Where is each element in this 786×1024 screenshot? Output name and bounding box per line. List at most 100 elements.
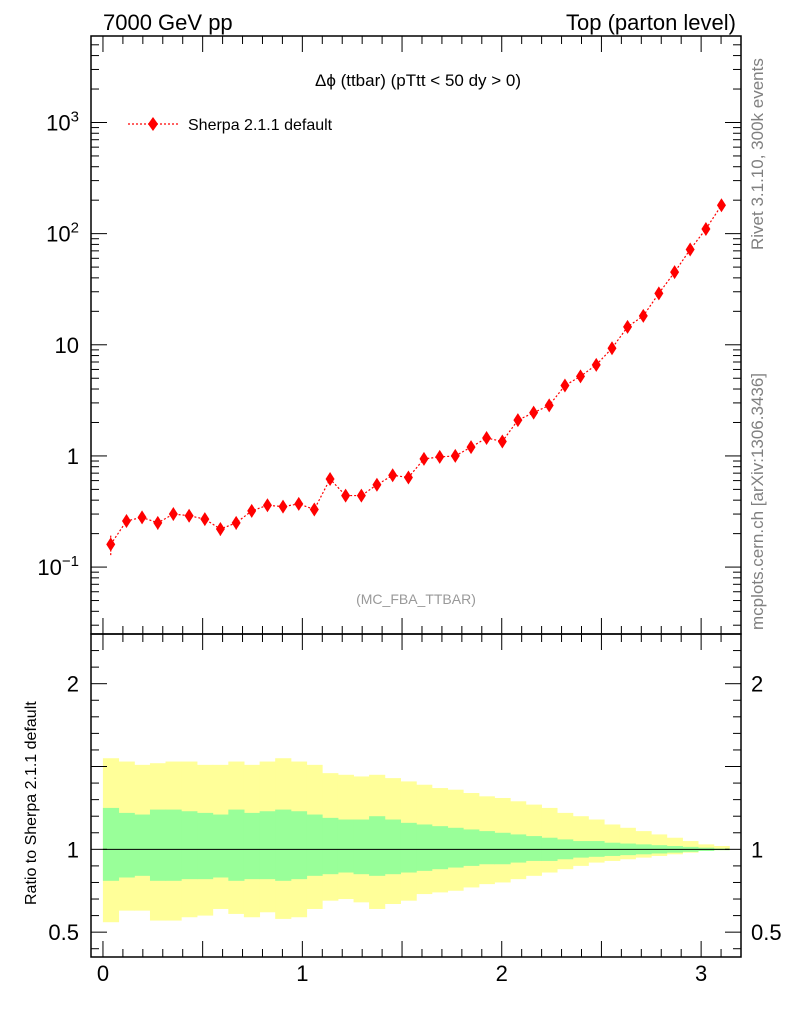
- data-point: [497, 434, 507, 449]
- data-point: [294, 496, 304, 511]
- ratio-xtick-label: 3: [695, 961, 707, 986]
- legend-label: Sherpa 2.1.1 default: [188, 117, 333, 134]
- main-ytick-label: 10: [55, 333, 79, 358]
- main-panel: 10−1 1 10 102 103: [37, 35, 742, 635]
- main-ytick-label: 102: [46, 220, 79, 247]
- data-point: [544, 398, 554, 413]
- data-point: [591, 357, 601, 372]
- main-ytick-label: 10−1: [37, 553, 79, 580]
- band-1-sigma-bin: [102, 807, 120, 881]
- data-point: [435, 449, 445, 464]
- data-point: [262, 498, 272, 513]
- ratio-ylabel: Ratio to Sherpa 2.1.1 default: [23, 701, 40, 905]
- ratio-ytick-label-right: 1: [751, 837, 763, 862]
- data-point: [529, 405, 539, 420]
- ratio-xtick-label: 0: [97, 961, 109, 986]
- data-point: [466, 440, 476, 455]
- data-point: [654, 286, 664, 301]
- data-point: [309, 502, 319, 517]
- legend-marker: [148, 117, 158, 131]
- ratio-ytick-label-left: 0.5: [48, 920, 79, 945]
- header-left: 7000 GeV pp: [103, 10, 233, 35]
- band-1-sigma-bin: [463, 829, 480, 866]
- band-2-sigma-bin: [713, 846, 730, 851]
- band-1-sigma-bin: [322, 817, 339, 875]
- data-point: [670, 265, 680, 280]
- ratio-ytick-label-right: 2: [751, 672, 763, 697]
- data-point: [356, 488, 366, 503]
- data-point: [513, 413, 523, 428]
- data-point: [372, 477, 382, 492]
- band-1-sigma-bin: [149, 809, 167, 881]
- band-1-sigma-bin: [337, 819, 354, 873]
- data-point: [482, 430, 492, 445]
- ratio-ytick-label-left: 1: [67, 837, 79, 862]
- band-1-sigma-bin: [181, 811, 198, 880]
- main-ytick-label: 1: [67, 444, 79, 469]
- data-point: [278, 499, 288, 514]
- data-point: [701, 222, 711, 237]
- band-1-sigma-bin: [212, 814, 229, 878]
- band-1-sigma-bin: [165, 809, 182, 881]
- data-point: [137, 510, 147, 525]
- band-1-sigma-bin: [353, 819, 370, 875]
- ratio-xtick-label: 1: [296, 961, 308, 986]
- data-point: [200, 512, 210, 527]
- band-1-sigma-bin: [431, 826, 449, 870]
- band-1-sigma-bin: [243, 812, 261, 880]
- data-point: [638, 308, 648, 323]
- band-1-sigma-bin: [259, 811, 276, 880]
- ratio-panel: 0 1 2 3 0.5 0.5 1 1 2 2: [48, 633, 782, 986]
- band-1-sigma-bin: [525, 836, 542, 861]
- data-point: [247, 503, 257, 518]
- main-ytick-label: 103: [46, 108, 79, 135]
- band-1-sigma-bin: [197, 812, 214, 880]
- band-1-sigma-bin: [447, 827, 464, 868]
- header-right: Top (parton level): [566, 10, 736, 35]
- band-1-sigma-bin: [306, 814, 323, 876]
- data-point: [623, 319, 633, 334]
- data-point: [450, 448, 460, 463]
- ratio-frame: [90, 633, 742, 958]
- data-point: [716, 198, 726, 213]
- data-point: [121, 513, 131, 528]
- ratio-xtick-label: 2: [496, 961, 508, 986]
- ratio-ytick-label-left: 2: [67, 672, 79, 697]
- band-1-sigma-bin: [416, 824, 433, 871]
- chart-title: Δϕ (ttbar) (pTtt < 50 dy > 0): [315, 71, 521, 90]
- watermark: (MC_FBA_TTBAR): [356, 591, 476, 607]
- band-1-sigma-bin: [228, 809, 245, 881]
- band-1-sigma-bin: [510, 834, 527, 863]
- data-point: [231, 515, 241, 530]
- band-2-sigma-bin: [698, 844, 715, 851]
- data-point: [607, 341, 617, 356]
- band-1-sigma-bin: [494, 832, 511, 865]
- data-point: [403, 470, 413, 485]
- band-1-sigma-bin: [369, 816, 386, 876]
- data-point: [184, 508, 194, 523]
- band-1-sigma-bin: [400, 822, 417, 873]
- data-point: [215, 522, 225, 537]
- side-label-bottom: mcplots.cern.ch [arXiv:1306.3436]: [748, 373, 767, 630]
- series-line: [110, 204, 722, 545]
- data-point: [560, 378, 570, 393]
- band-1-sigma-bin: [118, 812, 135, 878]
- data-point: [685, 242, 695, 257]
- data-point: [575, 369, 585, 384]
- data-point: [153, 515, 163, 530]
- data-point: [341, 488, 351, 503]
- data-point: [419, 451, 429, 466]
- band-1-sigma-bin: [290, 811, 308, 880]
- legend: Sherpa 2.1.1 default: [128, 117, 333, 134]
- data-point: [325, 472, 335, 487]
- ratio-ytick-label-right: 0.5: [751, 920, 782, 945]
- data-point: [168, 507, 178, 522]
- data-point: [106, 537, 116, 552]
- band-1-sigma-bin: [134, 814, 151, 876]
- side-label-top: Rivet 3.1.10, 300k events: [748, 58, 767, 250]
- band-1-sigma-bin: [384, 819, 402, 875]
- band-1-sigma-bin: [478, 831, 495, 865]
- band-1-sigma-bin: [275, 809, 292, 881]
- data-point: [388, 468, 398, 483]
